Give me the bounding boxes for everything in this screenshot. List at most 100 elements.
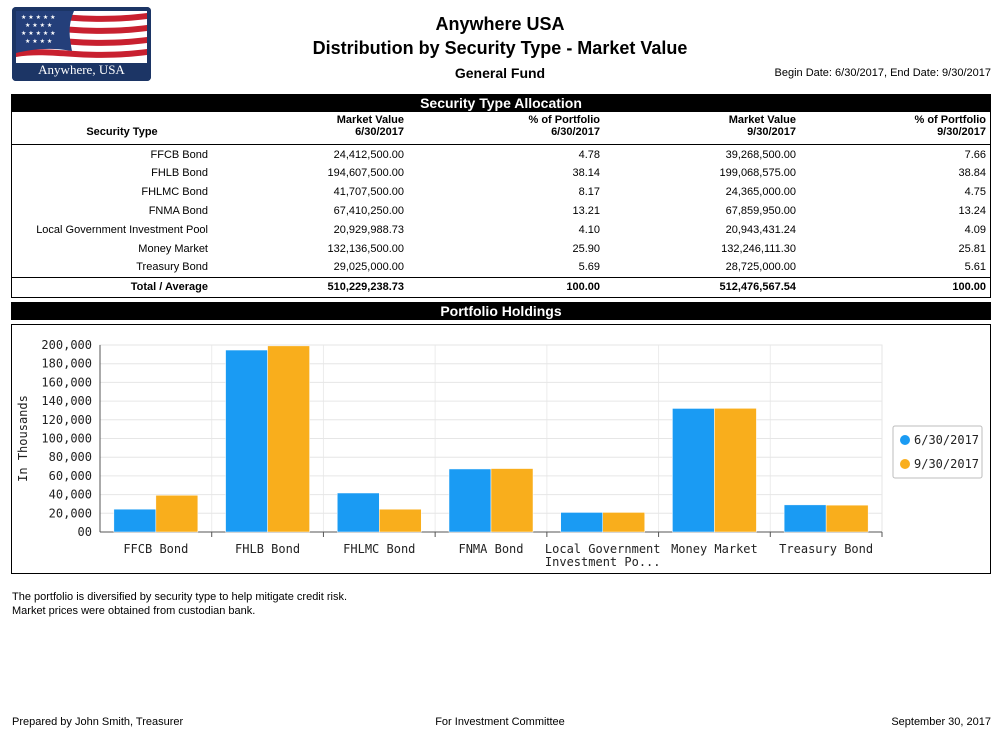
cell-market-value-1: 29,025,000.00 — [333, 261, 404, 274]
cell-percent-2: 38.84 — [958, 166, 986, 179]
cell-percent-2: 5.61 — [964, 261, 986, 274]
total-row: Total / Average 510,229,238.73 100.00 512,4… — [12, 276, 990, 296]
cell-percent-2: 100.00 — [800, 276, 990, 296]
logo-text: Anywhere, USA — [38, 62, 125, 77]
report-subtitle: Distribution by Security Type - Market V… — [312, 38, 688, 58]
cell-percent-1: 100.00 — [408, 276, 604, 296]
cell-market-value-2: 132,246,111.30 — [721, 242, 796, 255]
cell-market-value-1: 67,410,250.00 — [333, 204, 404, 217]
bar-q2 — [672, 408, 715, 533]
header-security-type: Security Type — [86, 125, 158, 138]
bar-q2 — [225, 349, 268, 533]
cell-market-value-1: 20,929,988.73 — [333, 223, 404, 236]
y-tick-label: 120,000 — [41, 413, 92, 427]
note-line-2: Market prices were obtained from custodi… — [12, 605, 256, 617]
date-range: Begin Date: 6/30/2017, End Date: 9/30/20… — [774, 67, 992, 79]
cell-market-value-2: 20,943,431.24 — [725, 223, 796, 236]
bar-q3 — [602, 512, 645, 533]
y-axis-label: In Thousands — [16, 395, 30, 482]
x-tick-label: FHLMC Bond — [343, 542, 415, 556]
y-tick-label: 60,000 — [49, 469, 92, 483]
cell-security-type: Money Market — [138, 242, 208, 255]
y-tick-label: 00 — [78, 525, 92, 539]
legend-box — [892, 425, 983, 479]
cell-market-value-2: 39,268,500.00 — [725, 148, 796, 161]
cell-market-value-2: 67,859,950.00 — [725, 204, 796, 217]
table-row: FHLMC Bond 41,707,500.00 8.17 24,365,000.00… — [12, 182, 990, 201]
cell-market-value-2: 24,365,000.00 — [725, 185, 796, 198]
header-percent-2: % of Portfolio 9/30/2017 — [914, 113, 987, 138]
table-row: Treasury Bond 29,025,000.00 5.69 28,725,000… — [12, 258, 990, 277]
y-tick-label: 180,000 — [41, 357, 92, 371]
us-flag-icon: ★ ★ ★ ★ ★ ★ ★ ★ ★ ★ ★ ★ ★ ★ ★ ★ ★ ★ — [12, 7, 151, 81]
cell-security-type: Local Government Investment Pool — [36, 223, 208, 236]
bar-q3 — [490, 468, 534, 533]
cell-security-type: FHLMC Bond — [141, 185, 208, 198]
cell-percent-2: 25.81 — [958, 242, 986, 255]
allocation-table: Security Type Market Value 6/30/2017 % of… — [12, 112, 990, 296]
svg-text:★ ★ ★ ★ ★: ★ ★ ★ ★ ★ — [21, 14, 56, 21]
legend-marker — [900, 459, 910, 469]
cell-percent-2: 4.75 — [964, 185, 986, 198]
legend-label: 9/30/2017 — [914, 457, 979, 471]
cell-market-value-1: 24,412,500.00 — [333, 148, 404, 161]
cell-market-value-2: 199,068,575.00 — [719, 166, 796, 179]
cell-security-type: FFCB Bond — [150, 148, 208, 161]
fund-name: General Fund — [454, 65, 546, 81]
bar-q3 — [379, 508, 422, 533]
logo: ★ ★ ★ ★ ★ ★ ★ ★ ★ ★ ★ ★ ★ ★ ★ ★ ★ ★ Anyw… — [12, 7, 151, 81]
cell-percent-2: 13.24 — [958, 204, 986, 217]
cell-market-value-2: 28,725,000.00 — [725, 261, 796, 274]
bar-q3 — [155, 495, 199, 533]
bar-q2 — [337, 492, 380, 533]
cell-percent-2: 4.09 — [964, 223, 986, 236]
x-tick-label: Treasury Bond — [779, 542, 873, 556]
cell-security-type: Treasury Bond — [136, 261, 208, 274]
cell-market-value-1: 41,707,500.00 — [333, 185, 404, 198]
portfolio-holdings-chart: 00 20,000 40,000 60,000 80,000 100,000 120,000… — [16, 338, 983, 569]
footer-audience: For Investment Committee — [435, 716, 565, 728]
bar-q3 — [825, 504, 869, 533]
cell-percent-2: 7.66 — [964, 148, 986, 161]
bar-q2 — [448, 468, 492, 533]
cell-percent-1: 5.69 — [578, 261, 600, 274]
svg-text:★ ★ ★ ★: ★ ★ ★ ★ — [25, 22, 52, 29]
bar-q3 — [267, 345, 310, 533]
table-row: FFCB Bond 24,412,500.00 4.78 39,268,500.00 7… — [12, 144, 990, 163]
footer-date: September 30, 2017 — [891, 716, 991, 728]
footer-prepared-by: Prepared by John Smith, Treasurer — [12, 716, 184, 728]
x-tick-label: Investment Po... — [545, 555, 661, 569]
cell-percent-1: 4.78 — [578, 148, 600, 161]
y-tick-label: 20,000 — [49, 506, 92, 520]
report-title: Anywhere USA — [435, 14, 565, 34]
svg-text:★ ★ ★ ★ ★: ★ ★ ★ ★ ★ — [21, 30, 56, 37]
bar-q2 — [783, 504, 827, 533]
note-line-1: The portfolio is diversified by security… — [12, 591, 348, 603]
y-tick-label: 100,000 — [41, 432, 92, 446]
cell-percent-1: 25.90 — [572, 242, 600, 255]
y-tick-label: 80,000 — [49, 450, 92, 464]
cell-security-type: FHLB Bond — [151, 166, 208, 179]
y-tick-label: 160,000 — [41, 375, 92, 389]
header-percent-1: % of Portfolio 6/30/2017 — [528, 113, 601, 138]
bar-q3 — [714, 408, 757, 533]
table-row: Money Market 132,136,500.00 25.90 132,246,1… — [12, 239, 990, 258]
allocation-table-box: Security Type Market Value 6/30/2017 % of… — [11, 112, 991, 298]
y-tick-label: 40,000 — [49, 488, 92, 502]
x-tick-label: FHLB Bond — [235, 542, 300, 556]
svg-text:★ ★ ★ ★: ★ ★ ★ ★ — [25, 38, 52, 45]
cell-security-type: Total / Average — [12, 276, 212, 296]
table-row: FNMA Bond 67,410,250.00 13.21 67,859,950.00… — [12, 201, 990, 220]
x-tick-label: FNMA Bond — [458, 542, 523, 556]
legend-label: 6/30/2017 — [914, 433, 979, 447]
table-header-row: Security Type Market Value 6/30/2017 % of… — [12, 112, 990, 144]
x-tick-label: Local Government — [545, 542, 661, 556]
x-tick-label: Money Market — [671, 542, 758, 556]
cell-market-value-1: 132,136,500.00 — [327, 242, 404, 255]
header-market-value-1: Market Value 6/30/2017 — [336, 113, 404, 138]
y-tick-label: 140,000 — [41, 394, 92, 408]
allocation-section-title: Security Type Allocation — [11, 94, 991, 112]
bar-q2 — [113, 508, 157, 533]
table-row: FHLB Bond 194,607,500.00 38.14 199,068,575.… — [12, 163, 990, 182]
cell-market-value-1: 510,229,238.73 — [212, 276, 408, 296]
